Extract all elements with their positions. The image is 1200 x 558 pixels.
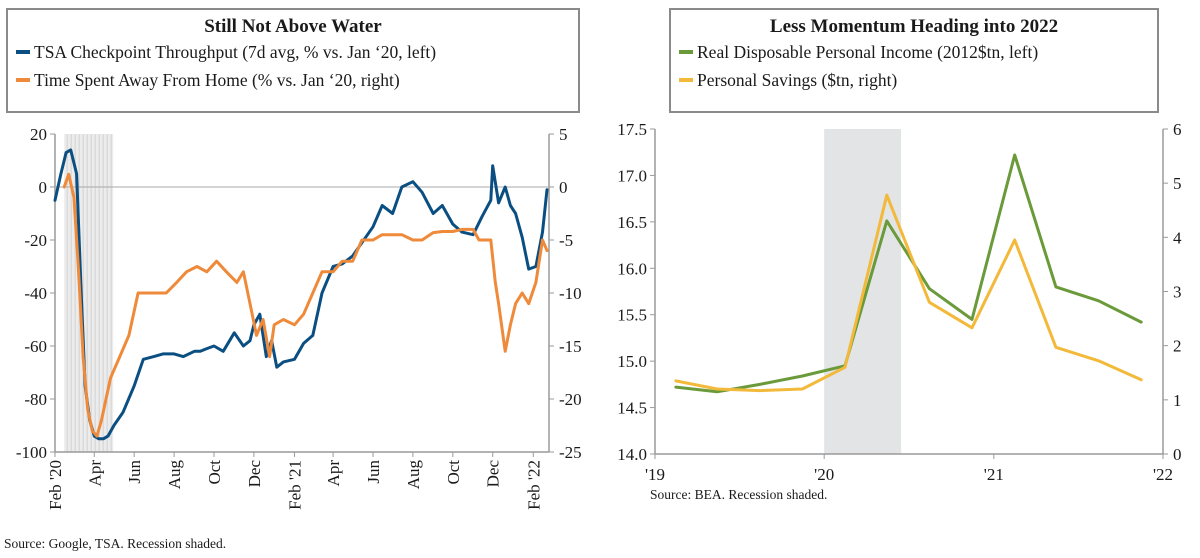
left-y-tick-label: -60 [24, 337, 47, 356]
x-tick-label: Jun [364, 460, 383, 484]
right-y-tick-label: -25 [559, 443, 582, 462]
left-y-tick-label: -20 [24, 231, 47, 250]
x-tick-label: Dec [245, 460, 264, 488]
right-y-tick-label: 1 [1173, 391, 1182, 410]
income-legend-label: Real Disposable Personal Income (2012$tn… [697, 41, 1039, 62]
right-y-tick-label: 5 [559, 125, 568, 144]
left-y-tick-label: 14.0 [617, 445, 647, 464]
left-chart-title: Still Not Above Water [204, 16, 382, 37]
left-y-tick-label: 16.0 [617, 259, 647, 278]
series-line-primary [53, 148, 549, 441]
left-legend-box: Still Not Above Water TSA Checkpoint Thr… [6, 8, 580, 113]
right-y-tick-label: 0 [559, 178, 568, 197]
tsa-legend-label: TSA Checkpoint Throughput (7d avg, % vs.… [34, 41, 437, 62]
x-tick-label: '19 [645, 465, 665, 484]
x-tick-label: Feb '21 [285, 460, 304, 510]
away-legend-swatch [16, 78, 30, 82]
series-line-secondary [674, 193, 1143, 393]
right-legend-item-income: Real Disposable Personal Income (2012$tn… [679, 38, 1157, 66]
x-tick-label: Feb '20 [46, 460, 65, 510]
left-chart: 20 0 -20 -40 -60 -80 -100 5 0 -5 -10 -15 -20 -25 Feb '… [16, 125, 582, 510]
x-tick-label: Jun [125, 460, 144, 484]
income-legend-swatch [679, 50, 693, 54]
right-y-tick-label: 5 [1173, 174, 1182, 193]
right-y-tick-label: -15 [559, 337, 582, 356]
right-y-tick-label: 2 [1173, 337, 1182, 356]
right-y-tick-label: -20 [559, 390, 582, 409]
x-tick-label: '22 [1153, 465, 1173, 484]
series-line-secondary [62, 172, 549, 438]
series-line-primary [674, 153, 1143, 394]
left-y-tick-label: -80 [24, 390, 47, 409]
left-y-tick-label: 17.5 [617, 120, 647, 139]
savings-legend-label: Personal Savings ($tn, right) [697, 69, 898, 90]
left-y-tick-label: 20 [30, 125, 47, 144]
left-y-tick-label: 0 [39, 178, 48, 197]
left-y-tick-label: 17.0 [617, 166, 647, 185]
left-y-tick-label: -40 [24, 284, 47, 303]
left-y-tick-label: 15.5 [617, 306, 647, 325]
right-legend-box: Less Momentum Heading into 2022 Real Dis… [669, 8, 1159, 113]
savings-legend-swatch [679, 78, 693, 82]
right-y-tick-label: -10 [559, 284, 582, 303]
x-tick-label: Dec [484, 460, 503, 488]
x-tick-label: '21 [984, 465, 1004, 484]
left-legend-item-away: Time Spent Away From Home (% vs. Jan ‘20… [16, 66, 578, 94]
right-source-note: Source: BEA. Recession shaded. [650, 487, 828, 502]
right-y-tick-label: -5 [559, 231, 573, 250]
x-tick-label: Oct [444, 460, 463, 485]
left-y-tick-label: 14.5 [617, 399, 647, 418]
away-legend-label: Time Spent Away From Home (% vs. Jan ‘20… [34, 69, 400, 90]
left-legend-item-tsa: TSA Checkpoint Throughput (7d avg, % vs.… [16, 38, 578, 66]
x-tick-label: Aug [165, 460, 184, 490]
right-y-tick-label: 0 [1173, 445, 1182, 464]
tsa-legend-swatch [16, 50, 30, 54]
x-tick-label: Apr [324, 460, 343, 487]
x-tick-label: Apr [85, 460, 104, 487]
x-tick-label: Feb '22 [524, 460, 543, 510]
left-y-tick-label: -100 [16, 443, 47, 462]
x-tick-label: Aug [404, 460, 423, 490]
right-y-tick-label: 6 [1173, 120, 1182, 139]
right-legend-item-savings: Personal Savings ($tn, right) [679, 66, 1157, 94]
right-y-tick-label: 4 [1173, 228, 1182, 247]
left-source-note: Source: Google, TSA. Recession shaded. [4, 536, 227, 551]
x-tick-label: Oct [205, 460, 224, 485]
right-chart-title: Less Momentum Heading into 2022 [769, 16, 1059, 37]
right-chart: 17.517.016.516.015.515.014.514.06543210'… [617, 120, 1182, 484]
right-y-tick-label: 3 [1173, 283, 1182, 302]
left-y-tick-label: 16.5 [617, 213, 647, 232]
x-tick-label: '20 [814, 465, 834, 484]
left-y-tick-label: 15.0 [617, 352, 647, 371]
